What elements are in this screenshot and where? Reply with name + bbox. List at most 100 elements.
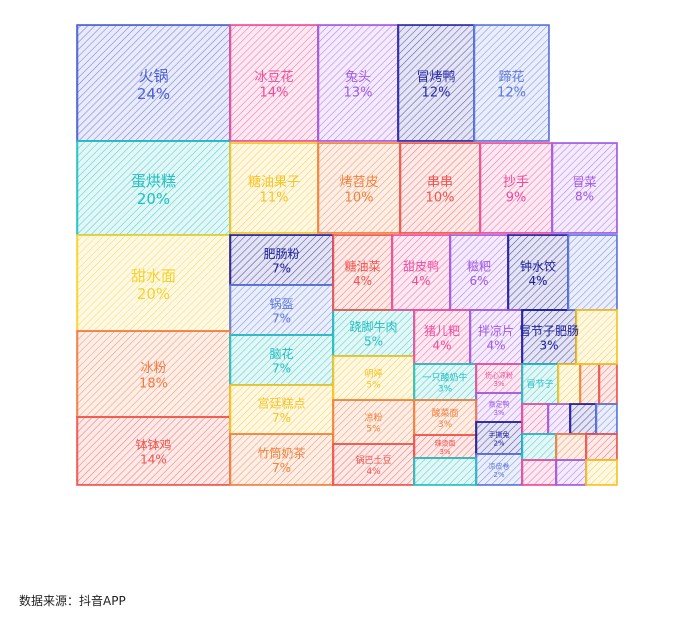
treemap-cell: [229, 284, 334, 336]
treemap-cell: [469, 309, 523, 365]
treemap-small-cell: [595, 403, 618, 435]
cell-value-label: 2%: [493, 471, 504, 479]
cell-name-label: 凉皮卷: [489, 461, 510, 470]
cell-value-label: 4%: [432, 339, 451, 353]
treemap-cell: [76, 416, 231, 486]
treemap-small-cell: [555, 433, 587, 461]
cell-value-label: 5%: [366, 380, 381, 390]
cell-name-label: 冒菜: [572, 175, 596, 189]
treemap-cell: [551, 142, 618, 234]
cell-value-label: 4%: [366, 467, 381, 477]
cell-name-label: 肥肠粉: [263, 247, 299, 261]
treemap-small-cell: [585, 433, 618, 461]
cell-name-label: 明婷: [364, 368, 382, 380]
cell-name-label: 糖油菜: [344, 259, 380, 274]
cell-value-label: 8%: [575, 190, 594, 204]
cell-value-label: 4%: [486, 339, 505, 353]
treemap-small-cell: [575, 309, 618, 365]
cell-value-label: 2%: [493, 439, 504, 447]
cell-value-label: 20%: [137, 190, 170, 208]
cell-name-label: 冰豆花: [254, 69, 293, 85]
cell-value-label: 14%: [140, 453, 167, 467]
cell-name-label: 兔头: [345, 70, 371, 85]
treemap-cell: [475, 421, 523, 455]
cell-value-label: 10%: [426, 191, 455, 206]
treemap-cell: [76, 234, 231, 332]
cell-name-label: 猪儿粑: [424, 324, 460, 338]
cell-value-label: 24%: [137, 85, 170, 103]
cell-name-label: 冒节子: [526, 379, 553, 390]
cell-name-label: 糖油果子: [248, 174, 300, 190]
cell-value-label: 18%: [139, 377, 168, 392]
cell-name-label: 脑花: [269, 346, 293, 361]
cell-value-label: 20%: [137, 285, 170, 303]
treemap-small-cell-outline: [414, 458, 476, 485]
cell-name-label: 火锅: [138, 67, 168, 85]
cell-value-label: 3%: [439, 448, 450, 456]
cell-name-label: 甜皮鸭: [403, 260, 439, 274]
cell-value-label: 6%: [469, 274, 488, 288]
cell-name-label: 酸菜面: [431, 407, 458, 419]
cell-name-label: 烤苕皮: [339, 175, 378, 190]
treemap-cell: [391, 234, 451, 311]
cell-value-label: 7%: [272, 262, 291, 276]
source-note: 数据来源：抖音APP: [19, 594, 126, 608]
treemap-small-cell: [521, 403, 549, 435]
cell-value-label: 7%: [272, 461, 291, 475]
treemap-cell: [332, 443, 415, 486]
cell-value-label: 14%: [260, 86, 289, 101]
cell-value-label: 5%: [366, 424, 381, 434]
cell-name-label: 冒节子肥肠: [519, 324, 579, 338]
treemap-cell: [229, 24, 319, 142]
treemap-small-cell: [585, 459, 618, 486]
treemap-small-cell: [547, 403, 571, 435]
treemap-small-cell-outline: [576, 310, 617, 364]
cell-name-label: 宫廷糕点: [257, 396, 305, 411]
cell-name-label: 伤心凉粉: [485, 370, 513, 379]
cell-value-label: 3%: [438, 420, 453, 430]
treemap-cell: [317, 24, 399, 142]
cell-value-label: 3%: [438, 384, 453, 394]
cell-name-label: 钟水饺: [520, 259, 556, 274]
cell-value-label: 5%: [364, 335, 383, 349]
treemap-cell: [317, 142, 401, 234]
treemap-cell: [229, 234, 334, 286]
cell-value-label: 3%: [493, 409, 504, 417]
cell-name-label: 凉粉: [364, 412, 382, 424]
cell-value-label: 12%: [497, 86, 526, 101]
treemap-cell: [399, 142, 481, 234]
cell-name-label: 一只酸奶牛: [422, 372, 467, 384]
cell-name-label: 嘉定鸭: [489, 399, 510, 408]
treemap-small-cell: [413, 457, 477, 486]
cell-name-label: 串串: [427, 175, 453, 190]
cell-value-label: 12%: [422, 86, 451, 101]
cell-name-label: 拌凉片: [478, 323, 514, 338]
treemap-small-cell: [598, 363, 618, 405]
treemap-small-cell: [569, 403, 597, 435]
cell-name-label: 手撕兔: [489, 430, 510, 439]
cell-name-label: 锅盔: [269, 296, 293, 311]
cell-name-label: 钵钵鸡: [135, 437, 171, 452]
treemap-cell: [521, 363, 559, 405]
cell-name-label: 辣烫面: [435, 438, 456, 447]
cell-name-label: 糍粑: [467, 259, 491, 274]
treemap-cell: [229, 334, 334, 386]
treemap-cell: [76, 140, 231, 236]
cell-name-label: 跷脚牛肉: [349, 319, 397, 334]
treemap-cell: [332, 399, 415, 445]
cell-name-label: 蹄花: [498, 69, 524, 85]
cell-value-label: 4%: [353, 274, 372, 288]
treemap-cell: [413, 399, 477, 436]
cell-name-label: 冒烤鸭: [416, 70, 455, 85]
treemap-small-cell: [555, 459, 587, 486]
cell-value-label: 4%: [411, 274, 430, 288]
treemap-small-cell: [521, 459, 557, 486]
treemap-cell-outline: [552, 143, 617, 233]
cell-name-label: 蛋烘糕: [131, 172, 176, 190]
cell-value-label: 3%: [539, 339, 558, 353]
cell-value-label: 9%: [506, 191, 527, 206]
treemap-small-cell: [557, 363, 581, 405]
treemap-cell: [567, 234, 618, 311]
cell-name-label: 抄手: [503, 175, 529, 190]
